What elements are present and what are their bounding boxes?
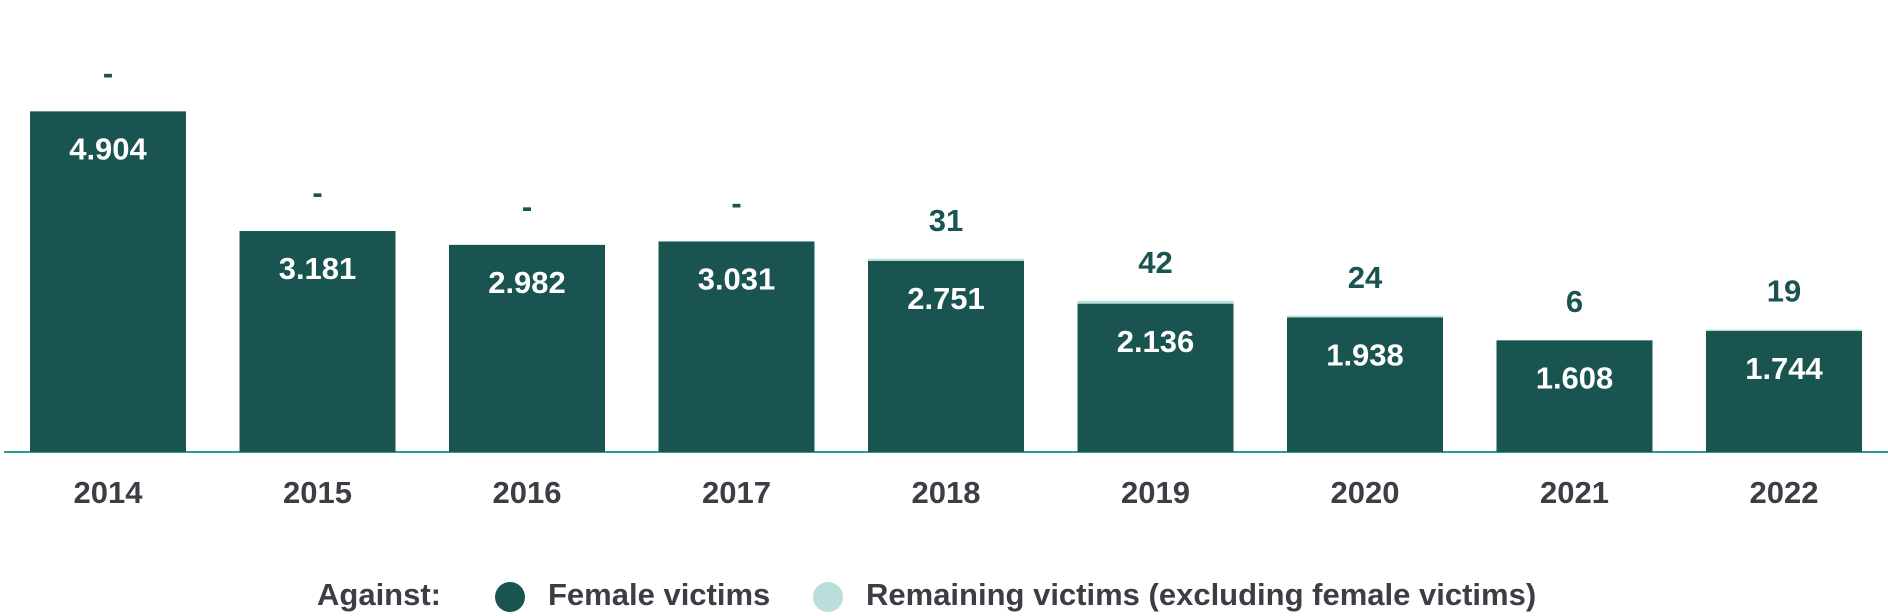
bar-segment (1496, 340, 1653, 452)
x-tick-label: 2015 (283, 475, 352, 510)
value-label: 1.608 (1536, 360, 1614, 395)
value-label: 2.982 (488, 265, 566, 300)
bar-segment (1077, 303, 1234, 452)
x-tick-label: 2022 (1750, 475, 1819, 510)
bar-segment (1706, 330, 1862, 452)
bar-segment (868, 258, 1024, 261)
legend-swatch (813, 582, 843, 612)
x-tick-label: 2019 (1121, 475, 1190, 510)
value-label: 2.751 (907, 281, 985, 316)
bar-segment (449, 244, 605, 452)
legend-swatch (495, 582, 525, 612)
legend-label: Remaining victims (excluding female vict… (866, 577, 1536, 612)
value-label: - (522, 189, 532, 224)
x-tick-label: 2016 (493, 475, 562, 510)
x-tick-label: 2018 (912, 475, 981, 510)
value-label: 3.031 (698, 262, 776, 297)
value-label: - (731, 186, 741, 221)
bar-segment (1287, 317, 1443, 452)
bar-segment (1077, 300, 1234, 304)
value-label: 6 (1566, 284, 1583, 319)
bar-segment (868, 260, 1024, 452)
value-label: 31 (929, 203, 963, 238)
bar-segment (1706, 329, 1862, 331)
legend-label: Female victims (548, 577, 770, 612)
bar-segment (658, 241, 815, 452)
bar-segment (239, 231, 396, 452)
bar-segment (1287, 315, 1443, 318)
value-label: 1.938 (1326, 338, 1404, 373)
x-tick-label: 2017 (702, 475, 771, 510)
bar-segment (30, 111, 186, 453)
value-label: - (312, 175, 322, 210)
value-label: 3.181 (279, 251, 357, 286)
x-tick-label: 2020 (1331, 475, 1400, 510)
value-label: 1.744 (1745, 351, 1823, 386)
value-label: 2.136 (1117, 324, 1195, 359)
value-label: 19 (1767, 274, 1801, 309)
value-label: - (103, 56, 113, 91)
x-tick-label: 2014 (74, 475, 144, 510)
value-label: 42 (1138, 245, 1172, 280)
legend-title: Against: (317, 577, 441, 612)
x-tick-label: 2021 (1540, 475, 1609, 510)
value-label: 24 (1348, 260, 1383, 295)
value-label: 4.904 (69, 132, 147, 167)
